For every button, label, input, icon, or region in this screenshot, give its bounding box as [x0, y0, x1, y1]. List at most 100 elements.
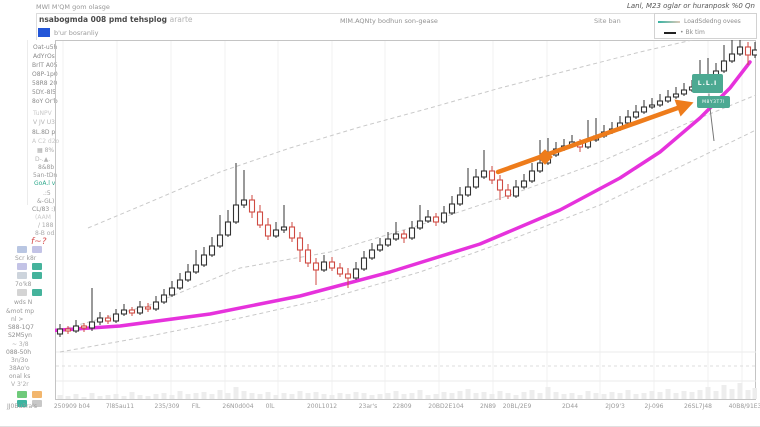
plot-area-border — [55, 40, 756, 400]
candlestick — [400, 233, 408, 239]
overlay-line-icon — [658, 20, 680, 23]
sidebar-label: ~ 3/8 — [12, 341, 29, 348]
candlestick — [640, 106, 648, 113]
ma-band-dashed — [59, 129, 757, 353]
volume-bar — [225, 393, 231, 399]
volume-bar — [681, 391, 687, 399]
sidebar-label: 7o'k8 — [15, 281, 32, 288]
legend-row-overlay: LoadSdedng ovees — [658, 16, 753, 27]
volume-bar — [393, 391, 399, 399]
sidebar-swatch-row — [17, 289, 42, 296]
volume-bar — [473, 393, 479, 399]
candlestick — [344, 273, 352, 279]
volume-bar — [697, 390, 703, 399]
chart-title: nsabogmda 008 pmd tehsplog ararte — [39, 15, 193, 24]
volume-bar — [425, 395, 431, 399]
volume-bar — [65, 396, 71, 399]
color-swatch-icon — [32, 272, 42, 279]
sidebar-label: &mot mp — [6, 308, 35, 315]
callout-leader-line — [709, 107, 715, 142]
color-swatch-icon — [32, 263, 42, 270]
trend-arrow-line — [495, 102, 689, 175]
candlestick — [280, 226, 288, 231]
candlestick — [96, 317, 104, 323]
candlestick — [496, 179, 504, 191]
volume-bar — [561, 394, 567, 399]
sidebar-label: O8P-1p0 — [32, 71, 58, 78]
volume-bar — [689, 392, 695, 399]
series-legend-label: b'ur bosranliy — [54, 28, 99, 37]
series-legend: b'ur bosranliy — [38, 28, 99, 37]
candlestick — [120, 309, 128, 315]
candlestick — [536, 162, 544, 172]
volume-bar — [257, 394, 263, 399]
legend-overlay-label: LoadSdedng ovees — [684, 18, 741, 25]
x-axis-tick-label: 7l85au11 — [105, 403, 135, 410]
sidebar-divider — [27, 40, 28, 205]
x-axis-tick-label: 22809 — [392, 403, 412, 410]
candlestick — [376, 244, 384, 251]
candlestick — [440, 212, 448, 223]
volume-bar — [161, 393, 167, 399]
color-swatch-icon — [17, 400, 27, 407]
candlestick — [472, 176, 480, 188]
volume-bar — [513, 395, 519, 399]
trend-arrow-diamond — [537, 149, 553, 165]
sidebar-label: V 3'2r — [11, 381, 29, 388]
volume-bar — [305, 393, 311, 399]
sidebar-label: 5DY.-8l5 — [32, 89, 56, 96]
annotation-callout-bottom: M8Y3T7I — [697, 96, 730, 108]
candlestick — [368, 249, 376, 259]
candlestick — [208, 245, 216, 256]
color-swatch-icon — [32, 289, 42, 296]
x-axis-tick-label: 2N89 — [480, 403, 496, 410]
candlestick — [672, 93, 680, 98]
candlestick — [256, 211, 264, 226]
volume-bar — [81, 397, 87, 399]
volume-bar — [129, 392, 135, 399]
color-swatch-icon — [17, 289, 27, 296]
candlestick — [648, 104, 656, 108]
chart-subtitle: MlM.AQNty bodhun son-gease — [340, 17, 438, 25]
volume-bar — [105, 395, 111, 399]
x-axis-tick-label: 26SL7J48 — [683, 403, 713, 410]
volume-bar — [185, 394, 191, 399]
candlestick — [504, 189, 512, 197]
sidebar-swatch-row — [17, 263, 42, 270]
volume-bar — [737, 383, 743, 399]
volume-bar — [657, 392, 663, 399]
candlestick — [112, 313, 120, 322]
volume-bar — [153, 394, 159, 399]
volume-bar — [281, 393, 287, 399]
volume-bar — [641, 393, 647, 399]
volume-bar — [745, 390, 751, 399]
ma-band-dashed — [59, 94, 757, 331]
volume-bar — [721, 385, 727, 399]
volume-bar — [401, 394, 407, 399]
volume-bar — [265, 392, 271, 399]
color-swatch-icon — [17, 263, 27, 270]
price-chart-canvas[interactable] — [55, 40, 757, 400]
volume-bar — [465, 389, 471, 399]
color-swatch-icon — [17, 272, 27, 279]
sidebar-label: GoA.l v — [34, 180, 56, 187]
volume-bar — [137, 395, 143, 399]
sidebar-label: Oat-u5h — [33, 44, 58, 51]
volume-bar — [169, 395, 175, 399]
volume-bar — [329, 395, 335, 399]
candlestick — [200, 254, 208, 266]
candlestick — [360, 257, 368, 270]
candlestick — [408, 227, 416, 239]
candlestick — [632, 111, 640, 118]
volume-bar — [209, 394, 215, 399]
color-swatch-icon — [17, 246, 27, 253]
sidebar-label: 58R8 20 — [32, 80, 58, 87]
window-note-right: Lanl, M23 oglar or huranposk %0 Qn — [626, 2, 755, 10]
annotation-callout-top: L.L.I — [692, 74, 723, 93]
volume-bar — [649, 391, 655, 399]
x-axis-tick-label: 200L1012 — [306, 403, 338, 410]
sidebar-label: TuNPV — [33, 110, 52, 117]
candlestick — [320, 261, 328, 271]
volume-bar — [673, 393, 679, 399]
x-axis-tick-label: 2J-096 — [644, 403, 664, 410]
